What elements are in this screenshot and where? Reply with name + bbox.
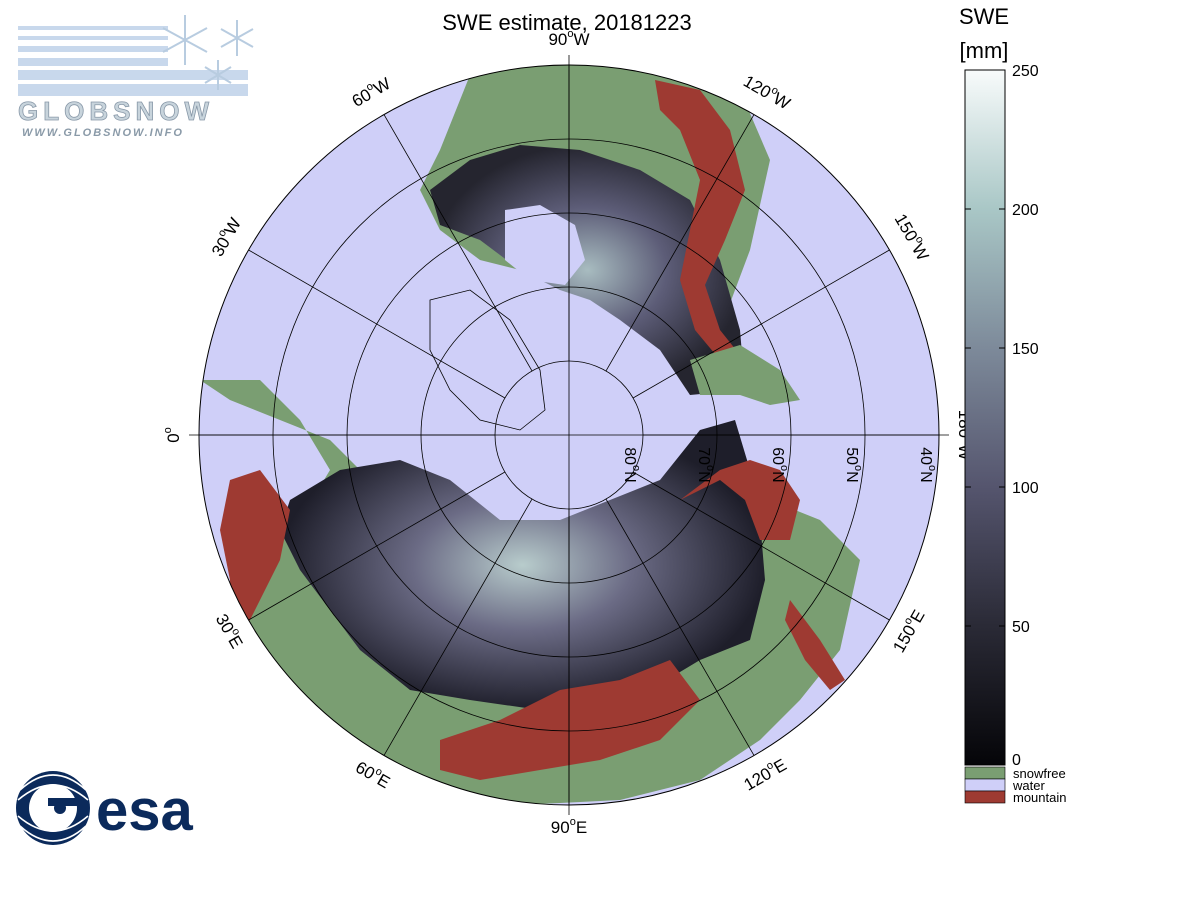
colorbar-tick-label: 0 xyxy=(1012,752,1021,769)
legend-swatch-water xyxy=(964,778,1006,792)
graticule xyxy=(189,55,949,815)
esa-emblem-icon xyxy=(16,771,90,845)
esa-logo: esa xyxy=(16,771,194,845)
meridian-label: 60oE xyxy=(352,756,394,793)
swe-north-america xyxy=(430,145,745,395)
map-border xyxy=(198,64,940,806)
landmass-alaska xyxy=(690,345,800,405)
meridian-line xyxy=(383,498,533,756)
meridian-line xyxy=(248,249,506,399)
colorbar-title-line1: SWE xyxy=(959,4,1009,29)
latitude-label: 50oN xyxy=(843,447,864,482)
latitude-label: 70oN xyxy=(695,447,716,482)
meridian-label: 90oW xyxy=(548,28,589,50)
latitude-label: 40oN xyxy=(917,447,938,482)
meridian-label: 120oW xyxy=(740,70,795,114)
legend-label-water: water xyxy=(1012,778,1045,793)
globsnow-wordmark: GLOBSNOW xyxy=(18,96,214,126)
colorbar-tick-label: 250 xyxy=(1012,63,1039,80)
swe-eurasia xyxy=(280,420,765,710)
legend-label-snowfree: snowfree xyxy=(1013,766,1066,781)
meridian-label: 30oW xyxy=(206,214,245,260)
map-title: SWE estimate, 20181223 xyxy=(442,10,691,35)
legend-label-mountain: mountain xyxy=(1013,790,1066,805)
globsnow-logo: GLOBSNOW WWW.GLOBSNOW.INFO xyxy=(18,15,254,139)
meridian-line xyxy=(605,498,755,756)
greenland-outline xyxy=(429,289,546,431)
latitude-label: 80oN xyxy=(621,447,642,482)
hudson-bay xyxy=(505,205,585,285)
meridian-line xyxy=(632,249,890,399)
colorbar-ticks: 0 50 100 150 200 250 xyxy=(965,63,1039,769)
legend-swatch-mountain xyxy=(964,790,1006,804)
meridian-line xyxy=(605,114,755,372)
mountains-central-asia xyxy=(440,660,700,780)
meridian-label: 30oE xyxy=(211,610,248,652)
latitude-labels: 80oN 70oN 60oN 50oN 40oN xyxy=(621,447,938,482)
mountains-kamchatka xyxy=(785,600,845,690)
colorbar-tick-label: 100 xyxy=(1012,480,1039,497)
mountains-north-america xyxy=(655,80,745,360)
colorbar-tick-label: 150 xyxy=(1012,341,1039,358)
colorbar-tick-label: 200 xyxy=(1012,202,1039,219)
colorbar-title-line2: [mm] xyxy=(960,38,1009,63)
legend-swatch-snowfree xyxy=(964,766,1006,780)
meridian-label: 90oE xyxy=(551,816,587,838)
meridian-label: 60oW xyxy=(348,72,394,111)
meridian-line xyxy=(248,471,506,621)
snowflake-icon xyxy=(162,15,254,90)
globsnow-url: WWW.GLOBSNOW.INFO xyxy=(22,127,184,139)
colorbar-tick-label: 50 xyxy=(1012,619,1030,636)
latitude-label: 60oN xyxy=(769,447,790,482)
colorbar-gradient xyxy=(964,69,1006,766)
meridian-label: 0o xyxy=(162,427,184,443)
colorbar: SWE [mm] 0 50 100 150 200 250 snowfreewatermo… xyxy=(959,4,1067,805)
meridian-line xyxy=(383,114,533,372)
meridian-line xyxy=(632,471,890,621)
meridian-label: 150oW xyxy=(890,210,934,265)
polar-map: 90oW120oW150oW180oW150oE120oE90oE60oE30o… xyxy=(162,28,976,838)
esa-wordmark: esa xyxy=(96,778,194,843)
